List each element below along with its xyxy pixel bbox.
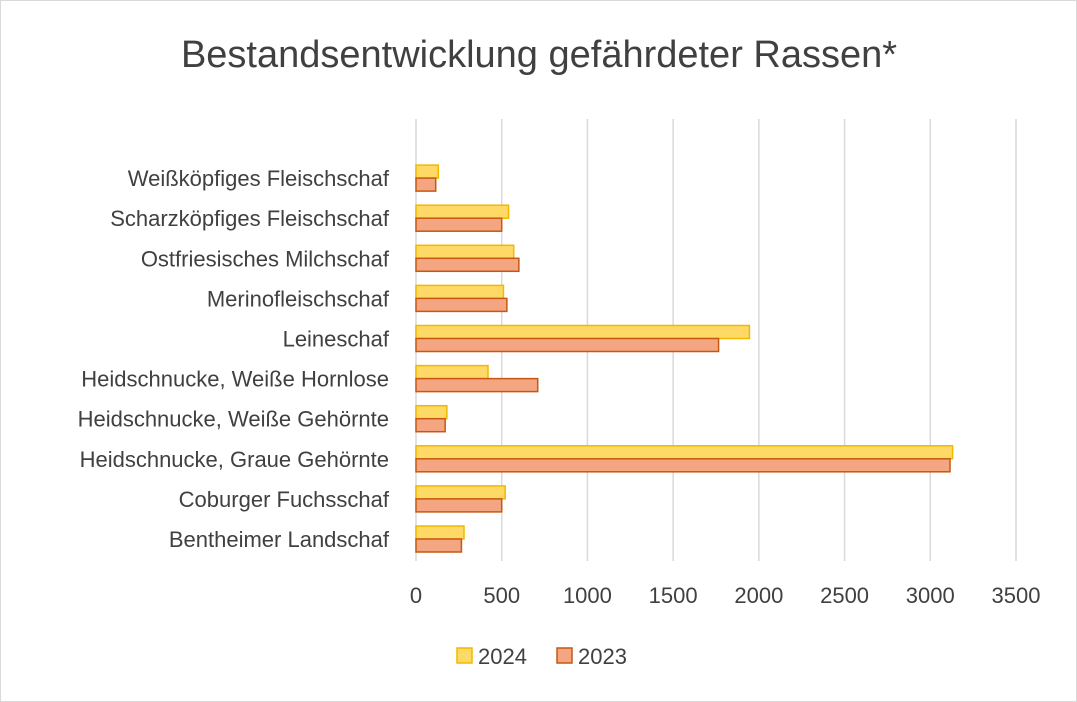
category-label: Heidschnucke, Graue Gehörnte [80, 447, 389, 472]
bar-2023 [415, 458, 951, 473]
x-tick-label: 2000 [734, 583, 783, 608]
x-tick-label: 1500 [649, 583, 698, 608]
x-tick-label: 2500 [820, 583, 869, 608]
category-label: Heidschnucke, Weiße Gehörnte [78, 407, 389, 432]
legend: 2024 2023 [456, 644, 627, 669]
x-tick-label: 3500 [992, 583, 1041, 608]
bar-2023 [415, 417, 446, 433]
bar-2024 [415, 364, 489, 380]
category-label: Weißköpfiges Fleischschaf [128, 166, 390, 191]
bar-2024 [415, 485, 506, 500]
bars [415, 164, 954, 553]
bar-2024 [415, 525, 465, 540]
chart-title: Bestandsentwicklung gefährdeter Rassen* [181, 34, 897, 76]
legend-label: 2023 [578, 644, 627, 669]
bar-2023 [415, 257, 520, 273]
bar-2024 [415, 445, 954, 460]
x-tick-label: 0 [410, 583, 422, 608]
x-tick-label: 3000 [906, 583, 955, 608]
category-label: Scharzköpfiges Fleischschaf [110, 206, 390, 231]
x-tick-label: 1000 [563, 583, 612, 608]
bar-2024 [415, 324, 751, 340]
category-label: Heidschnucke, Weiße Hornlose [81, 367, 389, 392]
bar-2023 [415, 217, 503, 232]
bar-2024 [415, 284, 505, 300]
bar-2023 [415, 297, 508, 313]
bar-2023 [415, 498, 503, 513]
bar-2023 [415, 377, 539, 393]
category-labels: Bentheimer Landschaf Coburger Fuchsschaf H… [78, 166, 390, 552]
category-label: Merinofleischschaf [207, 286, 390, 311]
category-label: Leineschaf [283, 327, 390, 352]
bar-2024 [415, 404, 448, 420]
category-label: Bentheimer Landschaf [169, 527, 390, 552]
category-label: Ostfriesisches Milchschaf [141, 246, 390, 271]
legend-label: 2024 [478, 644, 527, 669]
bar-2024 [415, 164, 440, 179]
bar-2023 [415, 177, 437, 192]
legend-swatch [456, 647, 473, 664]
x-tick-labels: 0 500 1000 1500 2000 2500 3000 3500 [410, 583, 1041, 608]
bar-2024 [415, 204, 510, 219]
legend-swatch [556, 647, 573, 664]
bar-2023 [415, 538, 463, 553]
bar-2023 [415, 337, 720, 353]
bar-2024 [415, 244, 515, 260]
x-tick-label: 500 [483, 583, 520, 608]
category-label: Coburger Fuchsschaf [179, 487, 390, 512]
